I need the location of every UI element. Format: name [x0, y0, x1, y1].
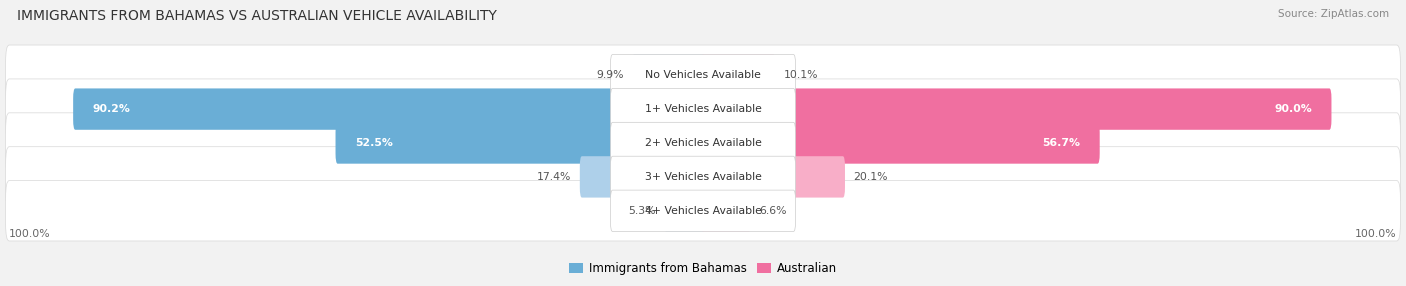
Text: 100.0%: 100.0%	[8, 229, 51, 239]
Text: 3+ Vehicles Available: 3+ Vehicles Available	[644, 172, 762, 182]
Legend: Immigrants from Bahamas, Australian: Immigrants from Bahamas, Australian	[564, 257, 842, 280]
Text: 5.3%: 5.3%	[628, 206, 655, 216]
Text: 100.0%: 100.0%	[1355, 229, 1398, 239]
FancyBboxPatch shape	[610, 190, 796, 231]
Text: No Vehicles Available: No Vehicles Available	[645, 70, 761, 80]
Text: 1+ Vehicles Available: 1+ Vehicles Available	[644, 104, 762, 114]
Text: 10.1%: 10.1%	[783, 70, 818, 80]
Text: Source: ZipAtlas.com: Source: ZipAtlas.com	[1278, 9, 1389, 19]
FancyBboxPatch shape	[702, 55, 775, 96]
Text: 90.0%: 90.0%	[1274, 104, 1312, 114]
FancyBboxPatch shape	[6, 79, 1400, 139]
Text: 56.7%: 56.7%	[1042, 138, 1080, 148]
Text: 4+ Vehicles Available: 4+ Vehicles Available	[644, 206, 762, 216]
Text: 52.5%: 52.5%	[354, 138, 392, 148]
Text: 17.4%: 17.4%	[537, 172, 571, 182]
FancyBboxPatch shape	[73, 88, 704, 130]
FancyBboxPatch shape	[610, 122, 796, 164]
FancyBboxPatch shape	[702, 88, 1331, 130]
FancyBboxPatch shape	[702, 190, 751, 231]
Text: 9.9%: 9.9%	[596, 70, 624, 80]
FancyBboxPatch shape	[6, 147, 1400, 207]
FancyBboxPatch shape	[610, 156, 796, 198]
FancyBboxPatch shape	[633, 55, 704, 96]
FancyBboxPatch shape	[6, 113, 1400, 173]
FancyBboxPatch shape	[610, 55, 796, 96]
FancyBboxPatch shape	[6, 45, 1400, 105]
Text: 6.6%: 6.6%	[759, 206, 787, 216]
FancyBboxPatch shape	[702, 122, 1099, 164]
FancyBboxPatch shape	[336, 122, 704, 164]
Text: 90.2%: 90.2%	[93, 104, 131, 114]
FancyBboxPatch shape	[702, 156, 845, 198]
FancyBboxPatch shape	[664, 190, 704, 231]
Text: 2+ Vehicles Available: 2+ Vehicles Available	[644, 138, 762, 148]
FancyBboxPatch shape	[610, 88, 796, 130]
FancyBboxPatch shape	[579, 156, 704, 198]
Text: 20.1%: 20.1%	[853, 172, 887, 182]
Text: IMMIGRANTS FROM BAHAMAS VS AUSTRALIAN VEHICLE AVAILABILITY: IMMIGRANTS FROM BAHAMAS VS AUSTRALIAN VE…	[17, 9, 496, 23]
FancyBboxPatch shape	[6, 181, 1400, 241]
